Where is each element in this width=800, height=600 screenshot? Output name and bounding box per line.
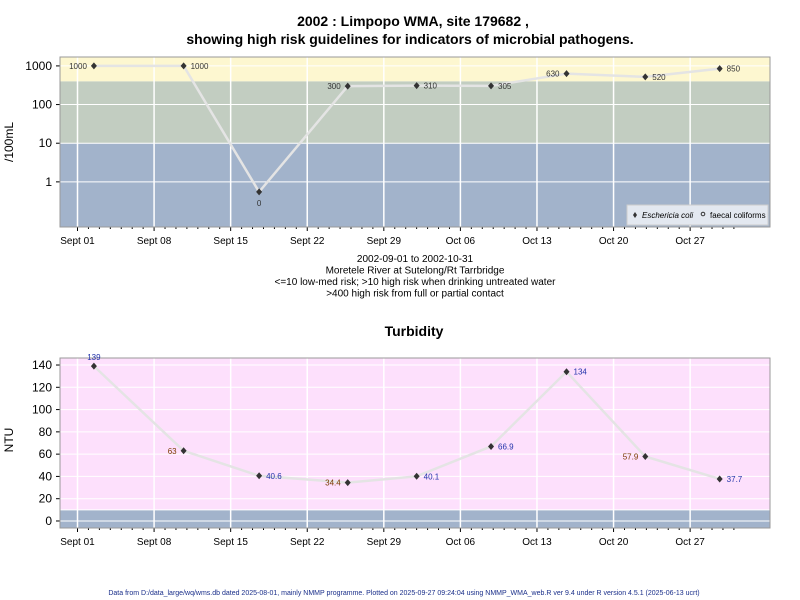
data-label: 300 [327, 82, 341, 91]
legend-box [626, 204, 769, 226]
data-label: 1000 [191, 62, 209, 71]
y-tick-label: 60 [39, 447, 53, 461]
legend-marker-faecal [700, 211, 706, 217]
data-label: 40.1 [424, 472, 440, 481]
plot-frame [59, 56, 771, 228]
x-tick-label: Sept 29 [367, 236, 402, 247]
y-tick-label: 20 [39, 492, 53, 506]
data-label: 630 [546, 70, 560, 79]
y-tick-label: 1 [45, 175, 52, 189]
data-point [90, 62, 97, 70]
data-point [180, 62, 187, 70]
x-tick-label: Sept 01 [60, 537, 95, 548]
data-label: 520 [652, 73, 666, 82]
data-point [488, 82, 495, 90]
plot-frame [59, 357, 771, 529]
y-tick-label: 10 [39, 136, 53, 150]
x-tick-label: Oct 13 [522, 236, 552, 247]
chart-note: <=10 low-med risk; >10 high risk when dr… [275, 277, 557, 288]
x-tick-label: Sept 08 [137, 537, 172, 548]
x-tick-label: Oct 27 [675, 236, 705, 247]
data-point [716, 65, 723, 73]
data-point [413, 472, 420, 480]
data-point [488, 442, 495, 450]
y-tick-label: 120 [32, 380, 52, 394]
data-label: 139 [87, 353, 101, 362]
y-tick-label: 40 [39, 469, 53, 483]
chart-title: Turbidity [385, 323, 444, 339]
x-tick-label: Sept 08 [137, 236, 172, 247]
risk-band [60, 509, 770, 528]
data-point [344, 479, 351, 487]
data-label: 0 [257, 199, 262, 208]
data-point [180, 447, 187, 455]
data-label: 305 [498, 82, 512, 91]
y-axis-label: NTU [2, 428, 16, 453]
x-tick-label: Oct 20 [599, 537, 629, 548]
data-point [716, 475, 723, 483]
x-tick-label: Sept 29 [367, 537, 402, 548]
x-tick-label: Sept 22 [290, 537, 325, 548]
legend-label-faecal: faecal coliforms [710, 211, 766, 220]
data-point [563, 368, 570, 376]
y-tick-label: 80 [39, 425, 53, 439]
x-tick-label: Sept 15 [213, 236, 248, 247]
x-tick-label: Oct 27 [675, 537, 705, 548]
data-point [642, 73, 649, 81]
data-point [413, 82, 420, 90]
x-tick-label: Oct 20 [599, 236, 629, 247]
data-label: 1000 [69, 62, 87, 71]
chart-note: >400 high risk from full or partial cont… [326, 289, 504, 300]
y-tick-label: 100 [32, 98, 52, 112]
data-label: 66.9 [498, 442, 514, 451]
data-point [344, 82, 351, 90]
x-tick-label: Oct 06 [446, 537, 476, 548]
x-tick-label: Sept 01 [60, 236, 95, 247]
x-tick-label: Oct 13 [522, 537, 552, 548]
data-point [642, 452, 649, 460]
chart-note: 2002-09-01 to 2002-10-31 [357, 254, 474, 265]
y-tick-label: 100 [32, 403, 52, 417]
data-point [563, 70, 570, 78]
legend-marker-ecoli [633, 212, 637, 218]
data-point [256, 188, 263, 196]
data-label: 37.7 [727, 475, 743, 484]
y-tick-label: 140 [32, 358, 52, 372]
data-label: 63 [168, 447, 177, 456]
data-label: 310 [424, 82, 438, 91]
chart-note: Moretele River at Sutelong/Rt Tarrbridge [326, 266, 505, 277]
y-axis-label: /100mL [2, 122, 16, 162]
risk-band [60, 81, 770, 144]
data-label: 134 [574, 368, 588, 377]
y-tick-label: 0 [45, 514, 52, 528]
data-point [90, 362, 97, 370]
y-tick-label: 1000 [25, 59, 52, 73]
data-point [256, 472, 263, 480]
x-tick-label: Sept 15 [213, 537, 248, 548]
chart-subtitle: showing high risk guidelines for indicat… [186, 31, 633, 47]
x-tick-label: Sept 22 [290, 236, 325, 247]
data-label: 34.4 [325, 479, 341, 488]
x-tick-label: Oct 06 [446, 236, 476, 247]
legend-label-ecoli: Eschericia coli [642, 211, 693, 220]
risk-band [60, 358, 770, 510]
data-label: 850 [727, 65, 741, 74]
chart-title: 2002 : Limpopo WMA, site 179682 , [297, 13, 529, 29]
data-label: 40.6 [266, 472, 282, 481]
data-label: 57.9 [623, 452, 639, 461]
footer-note: Data from D:/data_large/wq/wms.db dated … [108, 590, 699, 597]
